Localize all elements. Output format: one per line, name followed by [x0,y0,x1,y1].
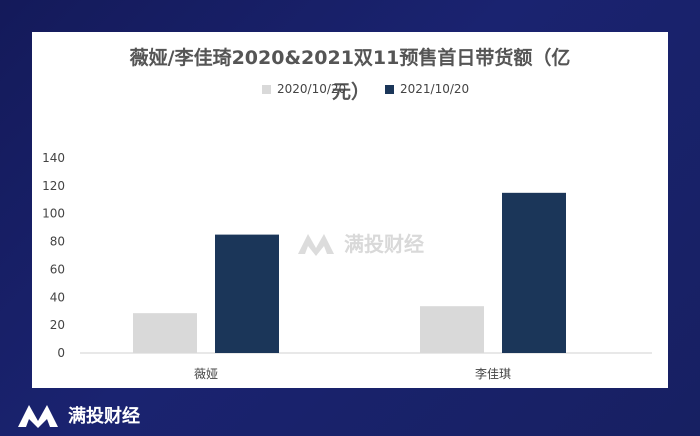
legend-item-2021: 2021/10/20 [385,82,469,96]
chart-title: 薇娅/李佳琦2020&2021双11预售首日带货额（亿 [129,47,571,69]
y-tick-label: 0 [57,346,65,360]
y-tick-label: 40 [50,290,65,304]
chart-plot: 0 20 40 60 80 100 120 140 薇娅 李佳琪 [42,151,652,381]
watermark-logo-icon [298,233,334,256]
y-tick-label: 140 [42,151,65,165]
chart-title-continued: 元） [332,81,371,103]
bar-2020-0 [133,313,197,353]
legend-label-2021: 2021/10/20 [400,82,470,96]
legend-swatch-2021 [385,84,394,94]
legend-label-2020: 2020/10/20 [277,82,347,96]
watermark-text: 满投财经 [344,232,424,256]
brand-name: 满投财经 [68,406,140,427]
bar-2020-1 [420,306,484,353]
bar-2021-0 [215,234,279,353]
legend-item-2020: 2020/10/20 [262,82,346,96]
y-tick-label: 120 [42,179,65,193]
x-category-label: 李佳琪 [475,366,511,381]
brand-logo-icon [18,405,58,428]
brand-logo: 满投财经 [16,402,140,428]
legend-swatch-2020 [262,84,271,94]
y-tick-label: 20 [50,318,65,332]
y-tick-label: 100 [42,207,65,221]
chart-card: 薇娅/李佳琦2020&2021双11预售首日带货额（亿 元） 2020/10/2… [32,32,668,388]
y-tick-label: 60 [50,262,65,276]
x-category-label: 薇娅 [194,367,218,381]
watermark: 满投财经 [296,228,424,257]
y-tick-label: 80 [50,235,65,249]
bar-2021-1 [502,192,566,353]
